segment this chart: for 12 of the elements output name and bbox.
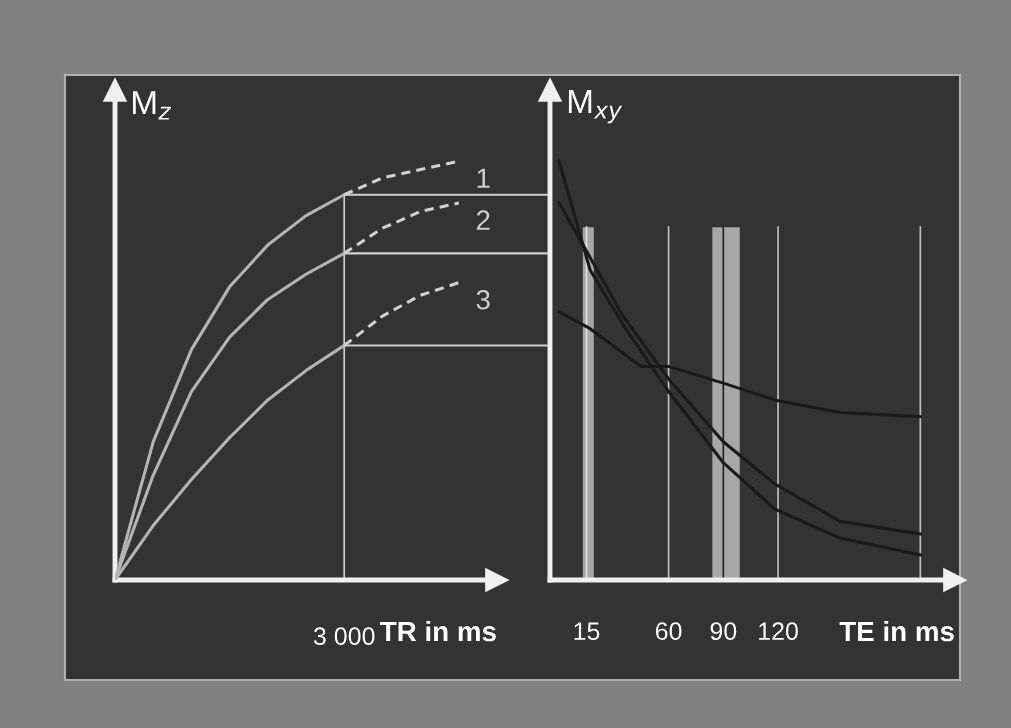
series-label: 3: [476, 289, 490, 310]
y-axis-title: M$_{xy}$: [568, 90, 623, 124]
x-axis-title: TE in ms: [839, 620, 954, 642]
y-axis-title: M$_{z}$: [133, 91, 172, 120]
series-label: 2: [476, 210, 490, 230]
x-axis-title: TR in ms: [380, 620, 496, 642]
x-tick-label: 60: [655, 622, 682, 641]
text: 3 000: [313, 627, 375, 646]
series-label: 1: [477, 168, 490, 188]
x-tick-label: 15: [574, 622, 600, 641]
x-tick-label: 90: [710, 622, 737, 641]
x-tick-label: 120: [759, 622, 798, 641]
